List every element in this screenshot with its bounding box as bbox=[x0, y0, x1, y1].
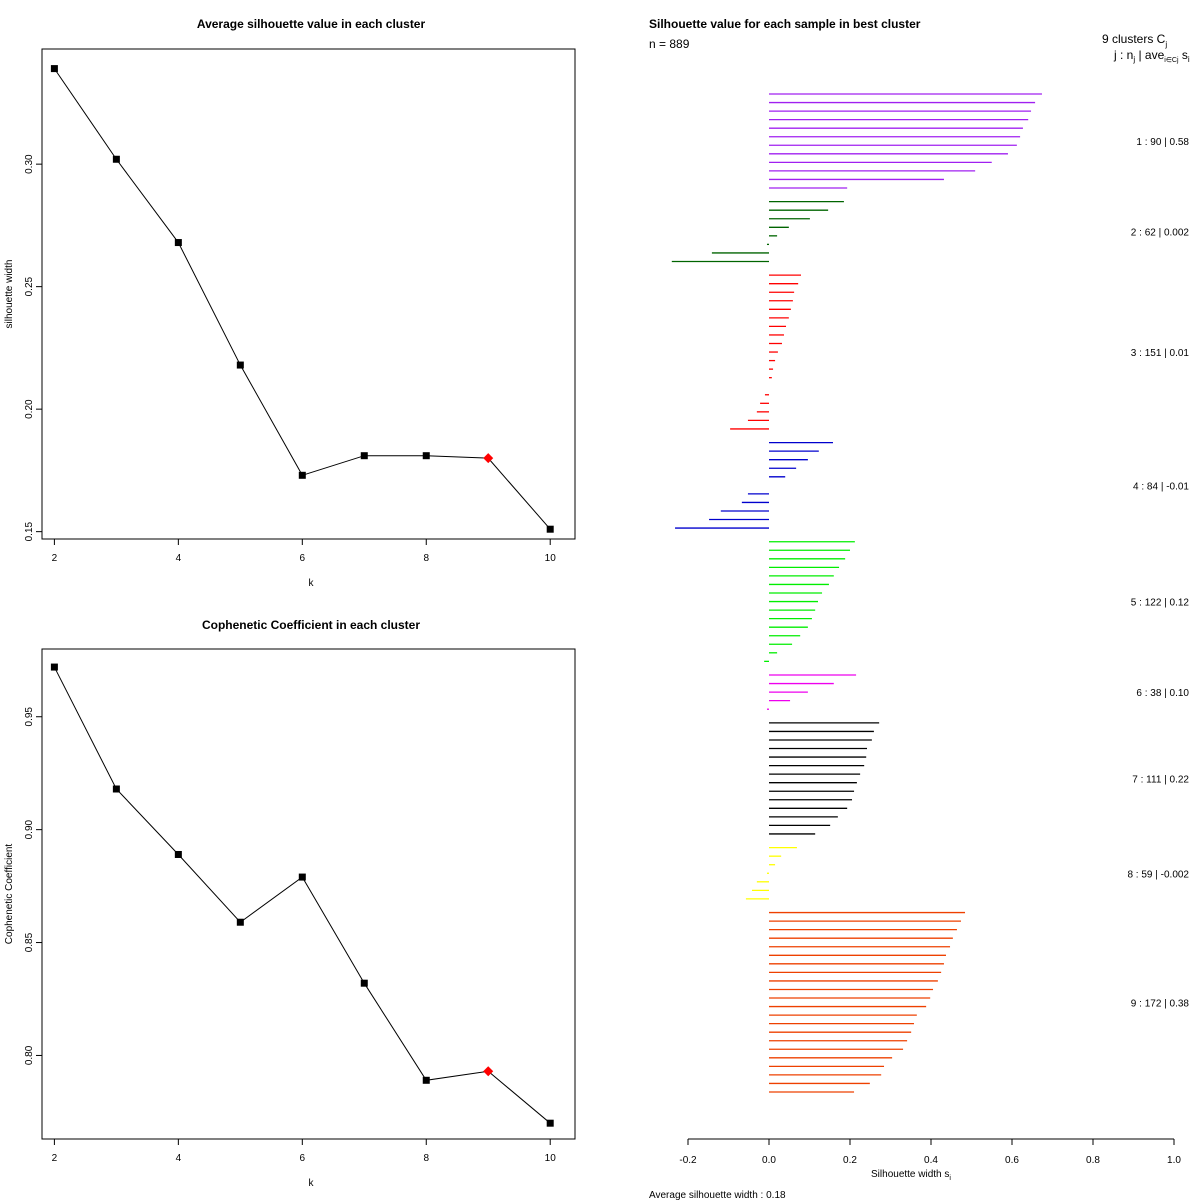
series-line bbox=[53, 68, 551, 530]
data-point bbox=[422, 1076, 430, 1084]
cluster-9-summary: 9 : 172 | 0.38 bbox=[1131, 998, 1190, 1009]
cophenetic-plot-frame bbox=[41, 648, 576, 1140]
avg-silhouette-plot-frame bbox=[41, 48, 576, 540]
series-line bbox=[53, 666, 551, 1124]
avg-silhouette-ylabel: silhouette width bbox=[4, 260, 15, 329]
data-point bbox=[298, 471, 306, 479]
x-tick-label: 8 bbox=[423, 553, 429, 564]
best-k-point bbox=[483, 453, 494, 464]
cluster-8-summary: 8 : 59 | -0.002 bbox=[1127, 869, 1189, 880]
x-tick-label: 0.0 bbox=[762, 1155, 776, 1166]
avg-silhouette-title: Average silhouette value in each cluster bbox=[197, 17, 426, 31]
cluster-1-summary: 1 : 90 | 0.58 bbox=[1136, 137, 1189, 148]
cluster-7-summary: 7 : 111 | 0.22 bbox=[1132, 774, 1189, 785]
silhouette-sample-panel: Silhouette value for each sample in best… bbox=[649, 17, 1190, 1200]
data-point bbox=[174, 239, 182, 247]
x-tick-label: 4 bbox=[176, 553, 182, 564]
y-tick-label: 0.20 bbox=[24, 399, 35, 419]
y-tick-label: 0.15 bbox=[24, 521, 35, 541]
data-point bbox=[422, 452, 430, 460]
data-point bbox=[236, 361, 244, 369]
y-tick-label: 0.95 bbox=[24, 707, 35, 727]
x-tick-label: 0.2 bbox=[843, 1155, 857, 1166]
x-tick-label: -0.2 bbox=[679, 1155, 697, 1166]
cophenetic-panel: Cophenetic Coefficient in each cluster k… bbox=[4, 618, 576, 1189]
cophenetic-xlabel: k bbox=[309, 1178, 315, 1189]
average-silhouette-footer: Average silhouette width : 0.18 bbox=[649, 1190, 786, 1200]
data-point bbox=[112, 785, 120, 793]
cophenetic-ylabel: Cophenetic Coefficient bbox=[4, 844, 15, 945]
x-tick-label: 0.8 bbox=[1086, 1155, 1100, 1166]
y-tick-label: 0.80 bbox=[24, 1045, 35, 1065]
silhouette-sample-title: Silhouette value for each sample in best… bbox=[649, 17, 921, 31]
data-point bbox=[112, 155, 120, 163]
data-point bbox=[360, 979, 368, 987]
cluster-5-summary: 5 : 122 | 0.12 bbox=[1131, 598, 1190, 609]
y-tick-label: 0.30 bbox=[24, 154, 35, 174]
x-tick-label: 6 bbox=[300, 553, 306, 564]
data-point bbox=[298, 873, 306, 881]
x-tick-label: 0.4 bbox=[924, 1155, 938, 1166]
x-tick-label: 2 bbox=[52, 553, 58, 564]
silhouette-xlabel: Silhouette width si bbox=[871, 1169, 951, 1182]
data-point bbox=[50, 65, 58, 73]
x-tick-label: 1.0 bbox=[1167, 1155, 1181, 1166]
data-point bbox=[50, 663, 58, 671]
x-tick-label: 0.6 bbox=[1005, 1155, 1019, 1166]
data-point bbox=[546, 1119, 554, 1127]
cluster-3-summary: 3 : 151 | 0.01 bbox=[1131, 348, 1190, 359]
x-tick-label: 8 bbox=[423, 1153, 429, 1164]
x-tick-label: 2 bbox=[52, 1153, 58, 1164]
legend-subheader: j : nj | avei∈Cj si bbox=[1113, 48, 1190, 64]
y-tick-label: 0.25 bbox=[24, 276, 35, 296]
data-point bbox=[546, 525, 554, 533]
x-tick-label: 10 bbox=[545, 553, 557, 564]
cluster-6-summary: 6 : 38 | 0.10 bbox=[1136, 688, 1189, 699]
x-tick-label: 4 bbox=[176, 1153, 182, 1164]
cophenetic-title: Cophenetic Coefficient in each cluster bbox=[202, 618, 420, 632]
y-tick-label: 0.90 bbox=[24, 819, 35, 839]
y-tick-label: 0.85 bbox=[24, 932, 35, 952]
avg-silhouette-xlabel: k bbox=[309, 578, 315, 589]
best-k-point bbox=[483, 1066, 494, 1077]
legend-header: 9 clusters Cj bbox=[1102, 32, 1167, 49]
data-point bbox=[360, 452, 368, 460]
data-point bbox=[236, 918, 244, 926]
x-tick-label: 6 bbox=[300, 1153, 306, 1164]
cluster-4-summary: 4 : 84 | -0.01 bbox=[1133, 481, 1189, 492]
avg-silhouette-panel: Average silhouette value in each cluster… bbox=[4, 17, 576, 589]
x-tick-label: 10 bbox=[545, 1153, 557, 1164]
sample-count-label: n = 889 bbox=[649, 37, 690, 51]
data-point bbox=[174, 850, 182, 858]
cluster-2-summary: 2 : 62 | 0.002 bbox=[1131, 228, 1190, 239]
